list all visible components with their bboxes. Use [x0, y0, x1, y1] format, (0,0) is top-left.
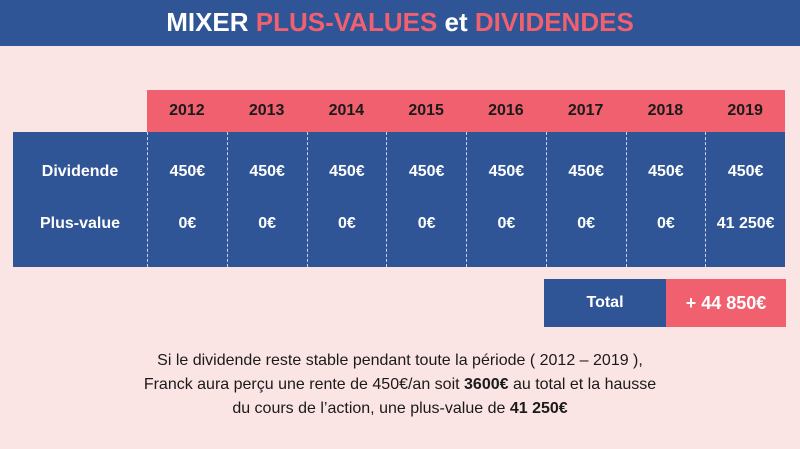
- dividend-cell: 450€: [648, 163, 684, 180]
- note-text: du cours de l’action, une plus-value de: [232, 400, 510, 417]
- year-column: 450€ 0€: [147, 132, 227, 267]
- note-line-3: du cours de l’action, une plus-value de …: [0, 397, 800, 421]
- dividend-cell: 450€: [408, 163, 445, 180]
- year-header-cell: 2014: [328, 102, 365, 119]
- dividend-cell: 450€: [727, 163, 764, 180]
- year-header-cell: 2016: [488, 102, 524, 119]
- year-header-row: 2012 2013 2014 2015 2016 2017 2018 2019: [147, 90, 785, 132]
- note-text: au total et la hausse: [508, 376, 657, 393]
- title-part-mixer: MIXER: [166, 7, 256, 37]
- year-header-cell: 2015: [408, 102, 444, 119]
- row-label-plus-value: Plus-value: [39, 215, 121, 232]
- year-column: 450€ 0€: [545, 132, 626, 267]
- year-header-cell: 2019: [727, 102, 763, 119]
- year-column: 450€ 0€: [625, 132, 706, 267]
- year-column: 450€ 41 250€: [705, 132, 785, 267]
- dividend-cell: 450€: [249, 163, 285, 180]
- year-column: 450€ 0€: [226, 132, 307, 267]
- plus-value-cell: 0€: [258, 215, 277, 232]
- total-value: + 44 850€: [666, 279, 786, 327]
- title-part-et: et: [437, 7, 475, 37]
- year-header-cell: 2018: [647, 102, 684, 119]
- year-column: 450€ 0€: [466, 132, 546, 267]
- year-header-cell: 2017: [567, 102, 604, 119]
- year-header-cell: 2013: [248, 102, 285, 119]
- title-part-plus-values: PLUS-VALUES: [255, 7, 438, 37]
- plus-value-cell: 0€: [417, 215, 436, 232]
- note-line-2: Franck aura perçu une rente de 450€/an s…: [0, 373, 800, 397]
- plus-value-cell: 0€: [577, 215, 596, 232]
- note-highlight: 3600€: [464, 376, 509, 393]
- plus-value-cell: 41 250€: [716, 215, 775, 232]
- note-text: Franck aura perçu une rente de 450€/an s…: [143, 376, 465, 393]
- dividend-cell: 450€: [329, 163, 365, 180]
- plus-value-cell: 0€: [497, 215, 516, 232]
- data-table: Dividende Plus-value 450€ 0€ 450€ 0€ 450…: [13, 132, 785, 267]
- plus-value-cell: 0€: [656, 215, 675, 232]
- title-banner: MIXER PLUS-VALUES et DIVIDENDES: [0, 0, 800, 46]
- dividend-cell: 450€: [169, 163, 206, 180]
- year-column: 450€ 0€: [306, 132, 387, 267]
- plus-value-cell: 0€: [337, 215, 356, 232]
- plus-value-cell: 0€: [178, 215, 197, 232]
- title-part-dividendes: DIVIDENDES: [474, 7, 634, 37]
- year-header-cell: 2012: [169, 102, 205, 119]
- dividend-cell: 450€: [488, 163, 525, 180]
- row-label-dividende: Dividende: [41, 163, 119, 180]
- year-column: 450€ 0€: [386, 132, 466, 267]
- row-label-column: Dividende Plus-value: [13, 132, 147, 267]
- note-highlight: 41 250€: [509, 400, 568, 417]
- dividend-cell: 450€: [568, 163, 604, 180]
- summary-note: Si le dividende reste stable pendant tou…: [0, 349, 800, 421]
- total-label: Total: [544, 279, 666, 327]
- note-line-1: Si le dividende reste stable pendant tou…: [157, 352, 643, 369]
